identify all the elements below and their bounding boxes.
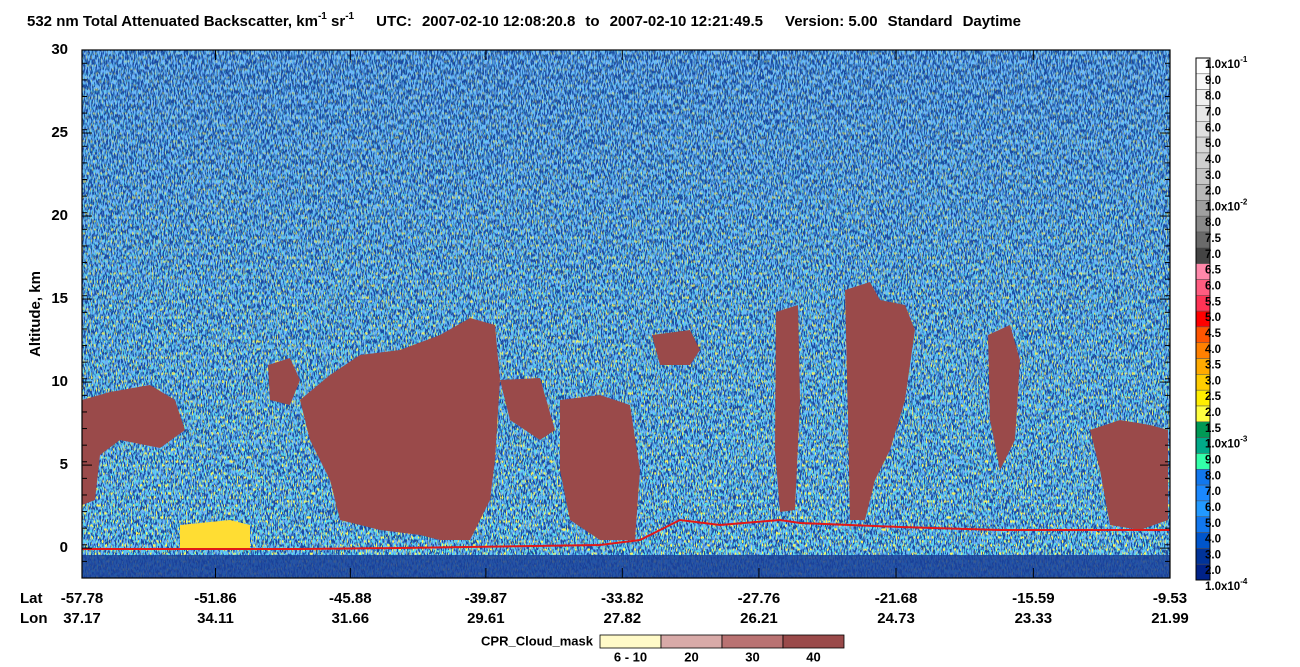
colorbar-label: 6.5 — [1205, 265, 1222, 277]
colorbar-label: 2.0 — [1205, 407, 1221, 419]
title-part: 2007-02-10 12:21:49.5 — [610, 13, 763, 30]
plot-frame — [81, 49, 1171, 579]
y-tick-label: 20 — [51, 207, 68, 224]
y-tick-label: 10 — [51, 373, 68, 390]
title-part: Daytime — [963, 13, 1021, 30]
colorbar-label: 2.0 — [1205, 565, 1221, 577]
colorbar-label-exp: -3 — [1240, 435, 1248, 444]
lon-label: 21.99 — [1151, 610, 1189, 627]
colorbar-label: 8.0 — [1205, 91, 1221, 103]
lat-label: -15.59 — [1012, 590, 1055, 607]
colorbar-label-base: 1.0x10 — [1205, 201, 1240, 213]
lon-label: 31.66 — [332, 610, 370, 627]
colorbar-label: 7.0 — [1205, 249, 1221, 261]
y-tick-label: 0 — [60, 539, 68, 556]
cloud-mask-label: 40 — [806, 649, 820, 664]
lon-label: 37.17 — [63, 610, 101, 627]
colorbar-label: 2.0 — [1205, 186, 1221, 198]
colorbar-label: 3.0 — [1205, 375, 1221, 387]
cloud-mask-swatch — [782, 634, 845, 649]
title-part: -1 — [345, 11, 354, 22]
colorbar-label: 3.0 — [1205, 170, 1221, 182]
cloud-mask-title: CPR_Cloud_mask — [481, 633, 594, 648]
surface-line — [82, 518, 1170, 550]
colorbar-label: 6.0 — [1205, 280, 1221, 292]
lat-label: -9.53 — [1153, 590, 1187, 607]
colorbar-label-base: 1.0x10 — [1205, 581, 1240, 593]
colorbar-label: 4.5 — [1205, 328, 1222, 340]
colorbar-label: 7.5 — [1205, 233, 1222, 245]
colorbar-label: 5.5 — [1205, 296, 1222, 308]
colorbar-label-base: 1.0x10 — [1205, 439, 1240, 451]
title-part: Version: 5.00 — [785, 13, 878, 30]
y-axis-label: Altitude, km — [27, 271, 44, 357]
cloud-mask-swatch — [599, 634, 662, 649]
colorbar-label-exp: -2 — [1240, 197, 1248, 206]
chart-title: 532 nm Total Attenuated Backscatter, km-… — [27, 11, 1021, 30]
y-tick-label: 25 — [51, 124, 68, 141]
backscatter-image — [82, 50, 1170, 578]
colorbar-label: 8.0 — [1205, 470, 1221, 482]
lon-label: 29.61 — [467, 610, 505, 627]
minor-ticks — [82, 62, 1170, 579]
cloud-mask-shapes — [82, 282, 1168, 548]
colorbar-label: 6.0 — [1205, 122, 1221, 134]
lon-label: 34.11 — [197, 610, 234, 627]
colorbar-label: 7.0 — [1205, 486, 1221, 498]
lat-label: -21.68 — [875, 590, 918, 607]
lat-label: -27.76 — [738, 590, 781, 607]
cloud-mask-swatch — [721, 634, 784, 649]
title-part: sr — [327, 13, 346, 30]
colorbar-label: 1.0x10-2 — [1205, 197, 1248, 213]
cloud-mask-label: 20 — [684, 649, 698, 664]
colorbar-label: 3.0 — [1205, 549, 1221, 561]
colorbar-label: 9.0 — [1205, 454, 1221, 466]
colorbar-label: 9.0 — [1205, 75, 1221, 87]
lon-label: 27.82 — [604, 610, 642, 627]
y-tick-label: 30 — [51, 41, 68, 58]
colorbar-label: 8.0 — [1205, 217, 1221, 229]
cloud-mask-swatch — [660, 634, 723, 649]
title-part: to — [585, 13, 599, 30]
colorbar-label: 4.0 — [1205, 534, 1221, 546]
colorbar-label: 6.0 — [1205, 502, 1221, 514]
x-row-label: Lon — [20, 610, 48, 627]
x-row-label: Lat — [20, 590, 43, 607]
colorbar-label: 2.5 — [1205, 391, 1222, 403]
colorbar-label: 7.0 — [1205, 106, 1221, 118]
colorbar-label: 5.0 — [1205, 312, 1221, 324]
lon-label: 23.33 — [1015, 610, 1053, 627]
lat-label: -51.86 — [194, 590, 237, 607]
y-tick-label: 5 — [60, 456, 68, 473]
title-part: Standard — [888, 13, 953, 30]
lat-label: -57.78 — [61, 590, 104, 607]
subsurface — [82, 555, 1170, 578]
colorbar-label: 5.0 — [1205, 518, 1221, 530]
colorbar-label: 4.0 — [1205, 344, 1221, 356]
title-part: 2007-02-10 12:08:20.8 — [422, 13, 575, 30]
colorbar-label-exp: -4 — [1240, 577, 1248, 586]
colorbar-label: 1.0x10-1 — [1205, 55, 1248, 71]
colorbar-label: 5.0 — [1205, 138, 1221, 150]
cloud-mask-label: 6 - 10 — [614, 649, 647, 664]
colorbar-label-base: 1.0x10 — [1205, 59, 1240, 71]
lon-label: 24.73 — [877, 610, 915, 627]
lat-label: -39.87 — [465, 590, 508, 607]
title-part: UTC: — [376, 13, 412, 30]
title-part: 532 nm Total Attenuated Backscatter, km — [27, 13, 318, 30]
colorbar-label: 3.5 — [1205, 360, 1222, 372]
colorbar-label: 1.5 — [1205, 423, 1222, 435]
lat-label: -33.82 — [601, 590, 644, 607]
lon-label: 26.21 — [740, 610, 778, 627]
lat-label: -45.88 — [329, 590, 372, 607]
cloud-mask-label: 30 — [745, 649, 759, 664]
y-tick-label: 15 — [51, 290, 68, 307]
colorbar-label: 4.0 — [1205, 154, 1221, 166]
title-part: -1 — [318, 11, 327, 22]
colorbar-label-exp: -1 — [1240, 55, 1248, 64]
colorbar-label: 1.0x10-4 — [1205, 577, 1248, 593]
colorbar-frame — [1195, 57, 1211, 581]
colorbar-label: 1.0x10-3 — [1205, 435, 1248, 451]
